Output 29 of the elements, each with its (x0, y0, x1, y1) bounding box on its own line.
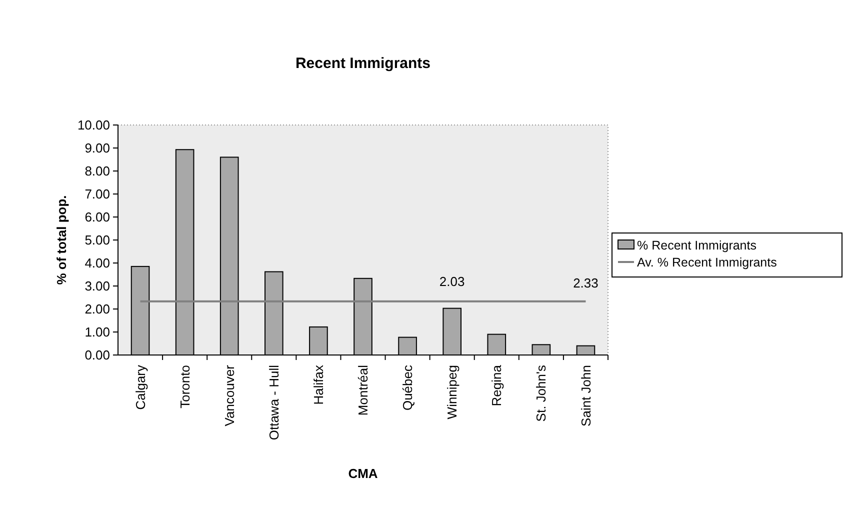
y-tick-label: 3.00 (84, 278, 110, 294)
chart-title: Recent Immigrants (295, 55, 431, 72)
y-tick-label: 10.00 (77, 118, 110, 133)
y-tick-label: 7.00 (84, 186, 110, 202)
y-tick-label: 6.00 (84, 210, 110, 225)
x-tick-label: Calgary (132, 364, 148, 410)
legend-label: Av. % Recent Immigrants (637, 255, 777, 270)
x-tick-label: Montréal (356, 364, 371, 416)
y-tick-label: 4.00 (84, 256, 110, 271)
y-tick-label: 9.00 (84, 140, 110, 156)
x-axis-title: CMA (348, 466, 378, 481)
x-tick-label: Regina (489, 364, 504, 406)
x-tick-label: Toronto (177, 365, 192, 408)
x-tick-label: Halifax (311, 364, 326, 405)
data-label: 2.33 (573, 275, 598, 290)
y-tick-label: 2.00 (84, 302, 110, 317)
y-tick-label: 8.00 (84, 164, 110, 179)
x-tick-label: Winnipeg (444, 365, 460, 420)
x-tick-label: Québec (400, 364, 416, 411)
x-tick-label: Ottawa - Hull (266, 364, 282, 440)
x-tick-label: Vancouver (222, 364, 237, 426)
x-tick-label: St. John's (534, 364, 549, 422)
y-tick-label: 1.00 (84, 324, 110, 340)
x-tick-label: Saint John (578, 365, 594, 426)
y-axis-title: % of total pop. (54, 195, 69, 285)
y-tick-label: 5.00 (84, 232, 110, 248)
data-label: 2.03 (439, 274, 465, 289)
legend-label: % Recent Immigrants (637, 238, 756, 252)
y-tick-label: 0.00 (84, 348, 110, 363)
